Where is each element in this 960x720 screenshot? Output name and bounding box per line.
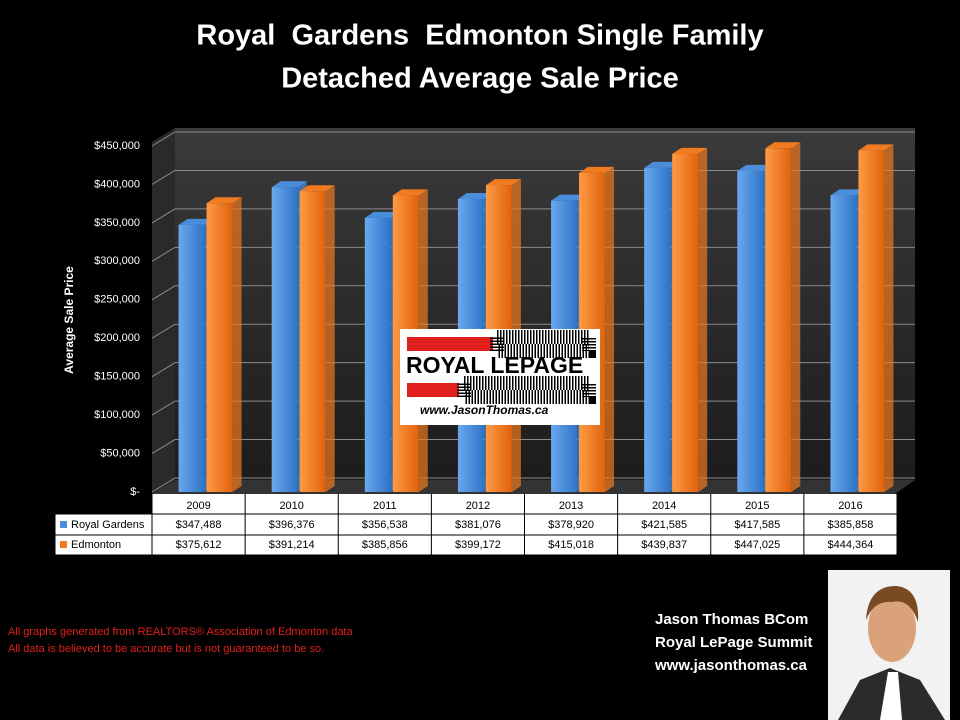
note: All data is believed to be accurate but … bbox=[8, 643, 324, 655]
value-label: $447,025 bbox=[734, 539, 780, 551]
bar-top bbox=[178, 218, 214, 225]
value-label: $444,364 bbox=[827, 539, 873, 551]
bar bbox=[206, 203, 233, 492]
bar-top bbox=[672, 147, 708, 154]
x-tick-label: 2009 bbox=[186, 500, 210, 512]
floor bbox=[152, 480, 915, 494]
photo-hair bbox=[866, 586, 919, 622]
bar-top bbox=[364, 211, 400, 218]
bar-top bbox=[858, 144, 894, 151]
bar-top bbox=[579, 166, 615, 173]
photo-shirt bbox=[880, 672, 902, 720]
signature: www.jasonthomas.ca bbox=[654, 657, 808, 674]
bar bbox=[299, 191, 326, 493]
value-label: $385,858 bbox=[827, 519, 873, 531]
y-tick-label: $50,000 bbox=[100, 447, 140, 459]
bar-side bbox=[791, 142, 801, 492]
logo-stripes bbox=[490, 330, 596, 358]
bar-top bbox=[765, 142, 801, 149]
value-label: $399,172 bbox=[455, 539, 501, 551]
bar bbox=[178, 224, 205, 492]
bar-top bbox=[485, 179, 521, 186]
note: All graphs generated from REALTORS® Asso… bbox=[8, 626, 353, 638]
value-label: $385,856 bbox=[362, 539, 408, 551]
bar bbox=[644, 167, 671, 493]
legend-swatch bbox=[60, 521, 67, 528]
value-label: $417,585 bbox=[734, 519, 780, 531]
photo-face bbox=[868, 594, 916, 662]
bar-top bbox=[392, 189, 428, 196]
grid-line bbox=[151, 131, 915, 147]
chart-title: Detached Average Sale Price bbox=[281, 63, 679, 95]
value-label: $381,076 bbox=[455, 519, 501, 531]
bar-side bbox=[884, 144, 894, 493]
y-tick-label: $150,000 bbox=[94, 371, 140, 383]
logo-bar bbox=[407, 337, 493, 351]
back-wall bbox=[175, 128, 915, 480]
y-tick-label: $250,000 bbox=[94, 294, 140, 306]
bar bbox=[765, 148, 792, 492]
bar bbox=[364, 217, 391, 493]
value-label: $396,376 bbox=[269, 519, 315, 531]
logo-url: www.JasonThomas.ca bbox=[420, 403, 549, 417]
logo: ROYAL LEPAGE www.JasonThomas.ca bbox=[400, 329, 600, 425]
bar-side bbox=[698, 147, 708, 493]
x-tick-label: 2015 bbox=[745, 500, 769, 512]
y-tick-label: $400,000 bbox=[94, 178, 140, 190]
value-label: $347,488 bbox=[176, 519, 222, 531]
bar bbox=[858, 150, 885, 493]
x-tick-label: 2010 bbox=[279, 500, 303, 512]
x-tick-label: 2016 bbox=[838, 500, 862, 512]
y-tick-label: $100,000 bbox=[94, 409, 140, 421]
bar-top bbox=[299, 185, 335, 192]
bar-top bbox=[644, 161, 680, 168]
legend-swatch bbox=[60, 541, 67, 548]
y-axis-label: Average Sale Price bbox=[62, 266, 76, 374]
bar-side bbox=[605, 166, 615, 492]
bar-top bbox=[830, 189, 866, 196]
logo-bar bbox=[407, 383, 459, 397]
bar-top bbox=[551, 194, 587, 201]
signature: Royal LePage Summit bbox=[655, 634, 813, 651]
value-label: $415,018 bbox=[548, 539, 594, 551]
value-label: $391,214 bbox=[269, 539, 315, 551]
logo-stripes bbox=[457, 376, 596, 404]
legend-label: Royal Gardens bbox=[71, 519, 145, 531]
bar-top bbox=[457, 192, 493, 199]
bar bbox=[271, 187, 298, 492]
bar-top bbox=[271, 181, 307, 188]
x-tick-label: 2011 bbox=[373, 500, 397, 512]
bar-side bbox=[325, 185, 335, 493]
y-tick-label: $450,000 bbox=[94, 140, 140, 152]
bar-top bbox=[206, 197, 242, 204]
value-label: $356,538 bbox=[362, 519, 408, 531]
value-label: $375,612 bbox=[176, 539, 222, 551]
bar-top bbox=[737, 164, 773, 171]
x-tick-label: 2013 bbox=[559, 500, 583, 512]
signature: Jason Thomas BCom bbox=[655, 611, 808, 628]
bar bbox=[830, 195, 857, 493]
y-tick-label: $- bbox=[130, 486, 140, 498]
x-tick-label: 2012 bbox=[466, 500, 490, 512]
value-label: $439,837 bbox=[641, 539, 687, 551]
legend-label: Edmonton bbox=[71, 539, 121, 551]
bar-side bbox=[232, 197, 242, 492]
bar bbox=[737, 170, 764, 493]
value-label: $378,920 bbox=[548, 519, 594, 531]
bar bbox=[672, 153, 699, 493]
y-tick-label: $300,000 bbox=[94, 255, 140, 267]
value-label: $421,585 bbox=[641, 519, 687, 531]
logo-brand: ROYAL LEPAGE bbox=[406, 352, 583, 378]
photo bbox=[828, 570, 950, 720]
y-tick-label: $200,000 bbox=[94, 332, 140, 344]
chart-title: Royal Gardens Edmonton Single Family bbox=[196, 20, 763, 52]
y-tick-label: $350,000 bbox=[94, 217, 140, 229]
x-tick-label: 2014 bbox=[652, 500, 676, 512]
